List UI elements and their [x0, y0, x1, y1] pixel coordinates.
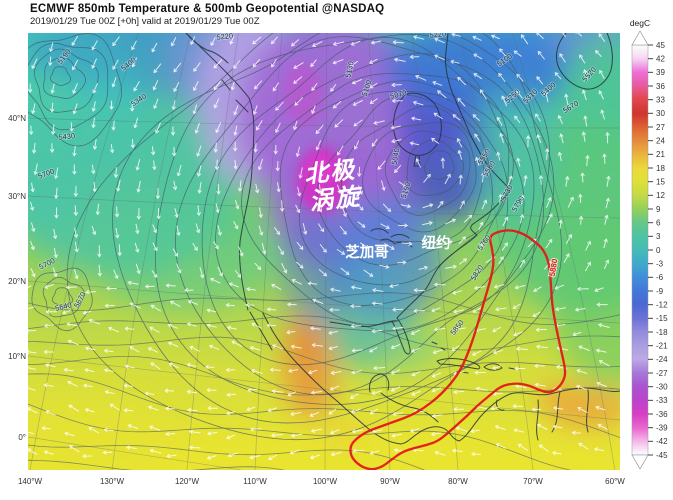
- colorbar-tick-label: -36: [656, 410, 668, 419]
- lat-label: 30°N: [8, 192, 26, 201]
- colorbar-tick-label: -30: [656, 382, 668, 391]
- colorbar-tick-label: -27: [656, 369, 668, 378]
- lon-label: 70°W: [523, 477, 543, 486]
- annotation-polar-vortex-line2: 涡旋: [308, 183, 365, 215]
- colorbar-tick-label: 21: [656, 150, 665, 159]
- lon-label: 90°W: [380, 477, 400, 486]
- coastlines: [185, 33, 620, 445]
- colorbar-tick-label: -42: [656, 437, 668, 446]
- colorbar-tick-label: 15: [656, 177, 665, 186]
- colorbar-tick-label: 45: [656, 41, 665, 50]
- colorbar: degC4542393633302724211815129630-3-6-9-1…: [630, 18, 668, 470]
- colorbar-tick-label: 12: [656, 191, 665, 200]
- colorbar-arrow-bottom: [631, 454, 649, 470]
- contour-label: 5430: [58, 131, 76, 142]
- contour-label: 5130: [343, 60, 355, 78]
- colorbar-tick-label: 30: [656, 109, 665, 118]
- colorbar-tick-label: -6: [656, 273, 664, 282]
- colorbar-tick-label: -18: [656, 328, 668, 337]
- colorbar-unit-label: degC: [630, 18, 650, 28]
- map-valid-time: 2019/01/29 Tue 00Z [+0h] valid at 2019/0…: [30, 16, 260, 27]
- colorbar-tick-label: 36: [656, 82, 665, 91]
- colorbar-tick-label: 42: [656, 54, 665, 63]
- contour-label: 5220: [216, 31, 234, 42]
- map-header: ECMWF 850mb Temperature & 500mb Geopoten…: [30, 3, 384, 27]
- map-title: ECMWF 850mb Temperature & 500mb Geopoten…: [30, 3, 385, 15]
- colorbar-tick-label: 27: [656, 123, 665, 132]
- colorbar-tick-label: -15: [656, 314, 668, 323]
- colorbar-tick-label: -24: [656, 355, 668, 364]
- lat-label: 20°N: [8, 277, 26, 286]
- lon-label: 80°W: [448, 477, 468, 486]
- colorbar-tick-label: -21: [656, 341, 668, 350]
- colorbar-tick-label: 18: [656, 164, 665, 173]
- lon-label: 130°W: [100, 477, 125, 486]
- colorbar-tick-label: -3: [656, 259, 664, 268]
- lat-label: 10°N: [8, 352, 26, 361]
- colorbar-tick-label: 24: [656, 136, 665, 145]
- lat-label: 0°: [18, 433, 26, 442]
- colorbar-tick-label: 39: [656, 68, 665, 77]
- lon-label: 110°W: [243, 477, 267, 486]
- colorbar-tick-label: 3: [656, 232, 661, 241]
- lat-label: 40°N: [8, 114, 26, 123]
- colorbar-tick-label: 0: [656, 246, 661, 255]
- colorbar-tick-label: 33: [656, 95, 665, 104]
- lon-label: 120°W: [175, 477, 200, 486]
- colorbar-tick-label: 9: [656, 205, 661, 214]
- contour-label: 5220: [429, 29, 447, 40]
- red-contour-label: 5880: [548, 257, 560, 277]
- lon-label: 100°W: [313, 477, 338, 486]
- colorbar-tick-label: -9: [656, 287, 664, 296]
- annotation-polar-vortex-line1: 北极: [303, 156, 358, 188]
- colorbar-arrow-top: [631, 30, 649, 46]
- axis-labels: 40°N 30°N 20°N 10°N 0° 140°W 130°W 120°W 110°W 10…: [8, 114, 625, 486]
- colorbar-tick-label: 6: [656, 218, 661, 227]
- colorbar-tick-label: -45: [656, 451, 668, 460]
- annotation-new-york: 纽约: [422, 234, 451, 252]
- colorbar-tick-label: -12: [656, 300, 668, 309]
- lon-label: 140°W: [18, 477, 43, 486]
- lon-label: 60°W: [605, 477, 625, 486]
- colorbar-gradient: [631, 44, 649, 456]
- colorbar-tick-label: -33: [656, 396, 668, 405]
- colorbar-tick-label: -39: [656, 423, 668, 432]
- contour-label: 5040: [390, 148, 402, 166]
- vortex-cold-core: [283, 63, 347, 213]
- red-highlight-contour: [349, 229, 567, 470]
- annotation-chicago: 芝加哥: [345, 243, 389, 261]
